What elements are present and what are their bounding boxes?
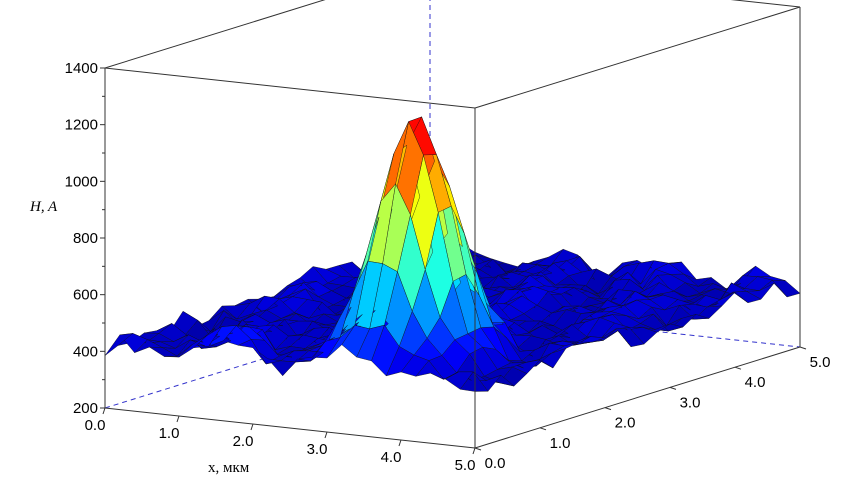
x-tick-label: 3.0 — [307, 441, 328, 458]
x-axis-label: x, мкм — [208, 460, 250, 476]
z-tick-label: 400 — [73, 343, 98, 360]
z-tick-label: 800 — [73, 230, 98, 247]
y-tick-mark — [669, 386, 677, 390]
x-axis-tick-labels: 0.0 1.0 2.0 3.0 4.0 5.0 — [85, 417, 476, 474]
x-tick-label: 4.0 — [381, 449, 402, 466]
tick-marks — [100, 67, 807, 455]
y-tick-mark — [734, 366, 742, 370]
x-tick-mark — [102, 407, 106, 415]
surface-plot — [104, 116, 801, 392]
z-tick-label: 1200 — [65, 117, 98, 134]
y-tick-label: 2.0 — [615, 415, 636, 432]
box-edge — [730, 0, 801, 8]
surface-patch — [104, 333, 134, 356]
box-edge — [104, 407, 476, 449]
x-tick-mark — [398, 439, 402, 447]
z-tick-label: 1000 — [65, 173, 98, 190]
x-tick-label: 5.0 — [455, 457, 476, 474]
x-tick-mark — [472, 447, 476, 455]
y-tick-mark — [474, 447, 482, 451]
x-tick-mark — [324, 431, 328, 439]
x-tick-mark — [250, 423, 254, 431]
y-tick-label: 1.0 — [550, 435, 571, 452]
z-tick-label: 200 — [73, 400, 98, 417]
x-tick-mark — [176, 415, 180, 423]
surface-patch — [771, 279, 801, 298]
chart-box-front — [104, 108, 801, 449]
y-tick-mark — [539, 427, 547, 431]
box-edge — [474, 6, 801, 109]
y-tick-label: 3.0 — [680, 394, 701, 411]
y-tick-label: 0.0 — [485, 455, 506, 472]
z-axis-tick-labels: 1400 1200 1000 800 600 400 200 — [65, 60, 98, 417]
box-edge — [474, 346, 801, 449]
x-tick-label: 0.0 — [85, 417, 106, 434]
box-hidden-edge — [429, 306, 801, 348]
z-tick-label: 1400 — [65, 60, 98, 77]
z-tick-label: 600 — [73, 287, 98, 304]
box-edge — [104, 67, 476, 109]
y-tick-mark — [799, 346, 807, 350]
x-tick-label: 2.0 — [233, 433, 254, 450]
x-tick-label: 1.0 — [159, 425, 180, 442]
y-axis-tick-labels: 0.0 1.0 2.0 3.0 4.0 5.0 — [485, 354, 831, 472]
y-tick-mark — [604, 407, 612, 411]
y-tick-label: 4.0 — [745, 374, 766, 391]
z-axis-label: H, A — [29, 199, 58, 215]
y-tick-label: 5.0 — [810, 354, 831, 371]
box-edge — [104, 0, 326, 69]
